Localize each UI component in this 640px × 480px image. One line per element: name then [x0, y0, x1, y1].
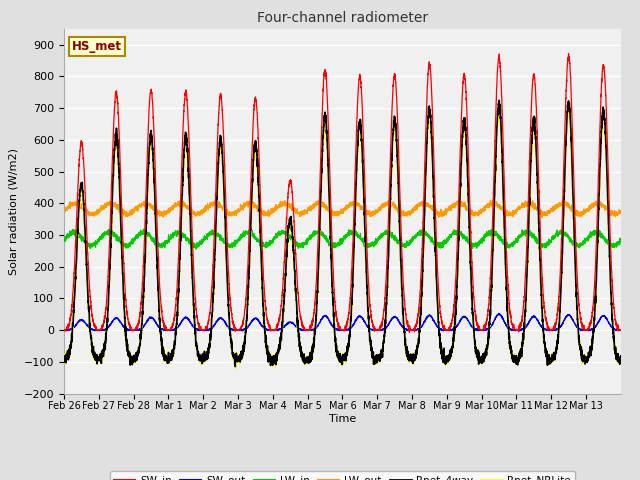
- Legend: SW_in, SW_out, LW_in, LW_out, Rnet_4way, Rnet_NRLite: SW_in, SW_out, LW_in, LW_out, Rnet_4way,…: [110, 471, 575, 480]
- Y-axis label: Solar radiation (W/m2): Solar radiation (W/m2): [8, 148, 18, 275]
- Text: HS_met: HS_met: [72, 40, 122, 53]
- X-axis label: Time: Time: [329, 414, 356, 424]
- Title: Four-channel radiometer: Four-channel radiometer: [257, 11, 428, 25]
